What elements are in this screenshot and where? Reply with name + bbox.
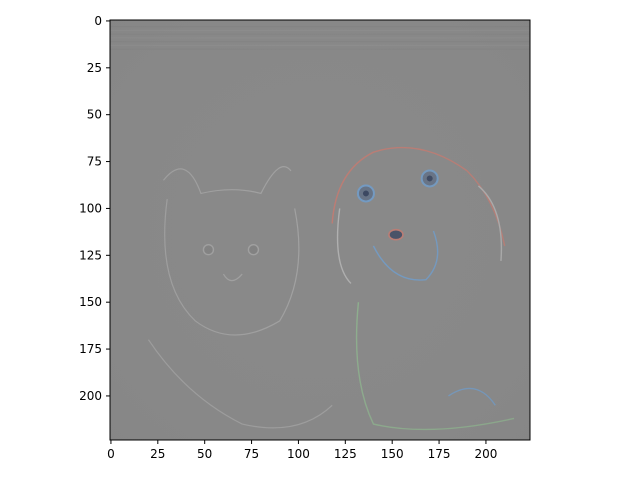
y-tick-label: 200 — [79, 389, 102, 403]
y-tick-label: 125 — [79, 248, 102, 262]
saliency-image — [110, 20, 530, 440]
y-tick-label: 0 — [94, 14, 102, 28]
x-tick-label: 200 — [474, 447, 497, 461]
y-tick-label: 100 — [79, 201, 102, 215]
x-tick-label: 0 — [107, 447, 115, 461]
x-tick-label: 25 — [150, 447, 165, 461]
y-tick-label: 175 — [79, 342, 102, 356]
axes: 0 25 50 75 100 125 150 175 200 0 25 50 75 100 125 150 17… — [79, 14, 531, 461]
y-tick-label: 150 — [79, 295, 102, 309]
image-vignette — [110, 20, 530, 440]
x-tick-label: 125 — [334, 447, 357, 461]
x-tick-label: 75 — [244, 447, 259, 461]
x-tick-label: 50 — [197, 447, 212, 461]
axes-frame — [109, 19, 531, 441]
x-tick-label: 175 — [428, 447, 451, 461]
x-tick-label: 100 — [287, 447, 310, 461]
x-tick-label: 150 — [381, 447, 404, 461]
y-tick-label: 50 — [87, 108, 102, 122]
y-tick-label: 75 — [87, 155, 102, 169]
y-tick-label: 25 — [87, 61, 102, 75]
